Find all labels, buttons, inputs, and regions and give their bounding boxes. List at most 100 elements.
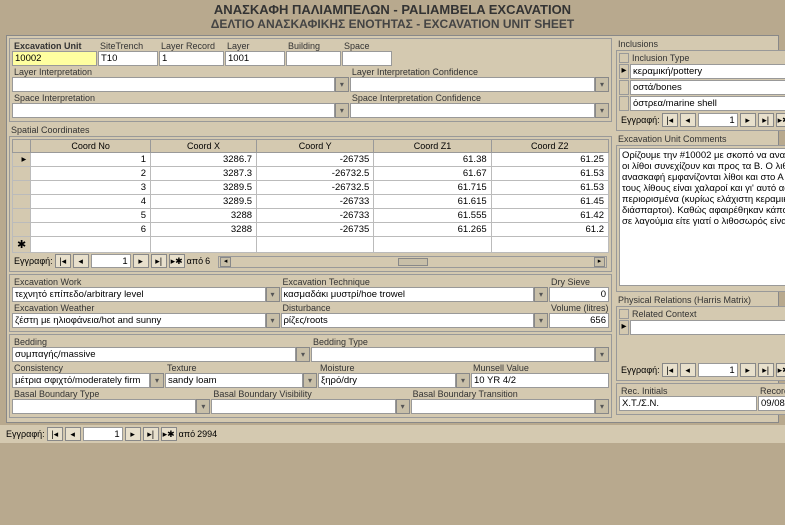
- coord-no[interactable]: 2: [31, 167, 151, 181]
- chevron-down-icon[interactable]: ▾: [150, 373, 164, 388]
- layer-conf-input[interactable]: [350, 77, 595, 92]
- space-conf-input[interactable]: [350, 103, 595, 118]
- next-icon[interactable]: ▸: [740, 363, 756, 377]
- prev-icon[interactable]: ◂: [73, 254, 89, 268]
- row-marker[interactable]: [13, 195, 31, 209]
- layer-record-input[interactable]: [159, 51, 224, 66]
- coord-no[interactable]: 5: [31, 209, 151, 223]
- dry-sieve-input[interactable]: [549, 287, 609, 302]
- last-icon[interactable]: ▸|: [151, 254, 167, 268]
- nav-pos[interactable]: [83, 427, 123, 441]
- moisture-input[interactable]: [318, 373, 456, 388]
- work-input[interactable]: [12, 287, 266, 302]
- coord-x[interactable]: 3289.5: [151, 195, 257, 209]
- next-icon[interactable]: ▸: [740, 113, 756, 127]
- date-input[interactable]: [758, 396, 785, 411]
- chevron-down-icon[interactable]: ▾: [335, 77, 349, 92]
- first-icon[interactable]: |◂: [55, 254, 71, 268]
- row-marker[interactable]: [13, 223, 31, 237]
- prev-icon[interactable]: ◂: [680, 363, 696, 377]
- coord-x[interactable]: 3286.7: [151, 153, 257, 167]
- coord-y[interactable]: -26733: [257, 209, 374, 223]
- coord-y[interactable]: -26735: [257, 153, 374, 167]
- coord-no[interactable]: 3: [31, 181, 151, 195]
- chevron-down-icon[interactable]: ▾: [595, 399, 609, 414]
- chevron-down-icon[interactable]: ▾: [303, 373, 317, 388]
- h-scroll[interactable]: ◂▸: [218, 256, 607, 268]
- disturbance-input[interactable]: [281, 313, 535, 328]
- chevron-down-icon[interactable]: ▾: [266, 313, 280, 328]
- coord-y[interactable]: -26732.5: [257, 181, 374, 195]
- new-icon[interactable]: ▸✱: [169, 254, 185, 268]
- chevron-down-icon[interactable]: ▾: [534, 313, 548, 328]
- incl-type-input[interactable]: [630, 96, 785, 111]
- coord-x[interactable]: 3288: [151, 223, 257, 237]
- coord-z1[interactable]: 61.67: [374, 167, 491, 181]
- coord-z2[interactable]: 61.2: [491, 223, 608, 237]
- chevron-down-icon[interactable]: ▾: [595, 347, 609, 362]
- chevron-down-icon[interactable]: ▾: [534, 287, 548, 302]
- layer-input[interactable]: [225, 51, 285, 66]
- nav-pos[interactable]: [91, 254, 131, 268]
- next-icon[interactable]: ▸: [125, 427, 141, 441]
- chevron-down-icon[interactable]: ▾: [335, 103, 349, 118]
- consistency-input[interactable]: [12, 373, 150, 388]
- coord-x[interactable]: 3288: [151, 209, 257, 223]
- coord-y[interactable]: -26733: [257, 195, 374, 209]
- incl-type-input[interactable]: [630, 64, 785, 79]
- building-input[interactable]: [286, 51, 341, 66]
- layer-interp-input[interactable]: [12, 77, 335, 92]
- last-icon[interactable]: ▸|: [758, 113, 774, 127]
- first-icon[interactable]: |◂: [662, 113, 678, 127]
- prev-icon[interactable]: ◂: [680, 113, 696, 127]
- coord-z2[interactable]: 61.53: [491, 167, 608, 181]
- technique-input[interactable]: [281, 287, 535, 302]
- row-marker[interactable]: [13, 181, 31, 195]
- site-trench-input[interactable]: [98, 51, 158, 66]
- row-marker[interactable]: ▸: [13, 153, 31, 167]
- last-icon[interactable]: ▸|: [143, 427, 159, 441]
- coord-z1[interactable]: 61.265: [374, 223, 491, 237]
- chevron-down-icon[interactable]: ▾: [266, 287, 280, 302]
- bedding-type-input[interactable]: [311, 347, 595, 362]
- coord-y[interactable]: -26735: [257, 223, 374, 237]
- basal-type-input[interactable]: [12, 399, 196, 414]
- chevron-down-icon[interactable]: ▾: [296, 347, 310, 362]
- coord-x[interactable]: 3287.3: [151, 167, 257, 181]
- incl-type-input[interactable]: [630, 80, 785, 95]
- chevron-down-icon[interactable]: ▾: [456, 373, 470, 388]
- excavation-unit-input[interactable]: [12, 51, 97, 66]
- row-marker[interactable]: [13, 209, 31, 223]
- coord-z2[interactable]: 61.45: [491, 195, 608, 209]
- chevron-down-icon[interactable]: ▾: [396, 399, 410, 414]
- coord-z1[interactable]: 61.555: [374, 209, 491, 223]
- next-icon[interactable]: ▸: [133, 254, 149, 268]
- coord-no[interactable]: 1: [31, 153, 151, 167]
- new-icon[interactable]: ▸✱: [161, 427, 177, 441]
- volume-input[interactable]: [549, 313, 609, 328]
- coord-z1[interactable]: 61.715: [374, 181, 491, 195]
- prev-icon[interactable]: ◂: [65, 427, 81, 441]
- comments-textarea[interactable]: [619, 148, 785, 286]
- munsell-input[interactable]: [471, 373, 609, 388]
- nav-pos[interactable]: [698, 113, 738, 127]
- coord-z1[interactable]: 61.615: [374, 195, 491, 209]
- coord-z2[interactable]: 61.25: [491, 153, 608, 167]
- row-marker[interactable]: [13, 167, 31, 181]
- coord-z1[interactable]: 61.38: [374, 153, 491, 167]
- basal-trans-input[interactable]: [411, 399, 595, 414]
- nav-pos[interactable]: [698, 363, 738, 377]
- first-icon[interactable]: |◂: [662, 363, 678, 377]
- new-icon[interactable]: ▸✱: [776, 363, 785, 377]
- chevron-down-icon[interactable]: ▾: [595, 77, 609, 92]
- initials-input[interactable]: [619, 396, 757, 411]
- first-icon[interactable]: |◂: [47, 427, 63, 441]
- coord-x[interactable]: 3289.5: [151, 181, 257, 195]
- weather-input[interactable]: [12, 313, 266, 328]
- coord-no[interactable]: 6: [31, 223, 151, 237]
- related-input[interactable]: [630, 320, 785, 335]
- new-icon[interactable]: ▸✱: [776, 113, 785, 127]
- coord-no[interactable]: 4: [31, 195, 151, 209]
- bedding-input[interactable]: [12, 347, 296, 362]
- chevron-down-icon[interactable]: ▾: [196, 399, 210, 414]
